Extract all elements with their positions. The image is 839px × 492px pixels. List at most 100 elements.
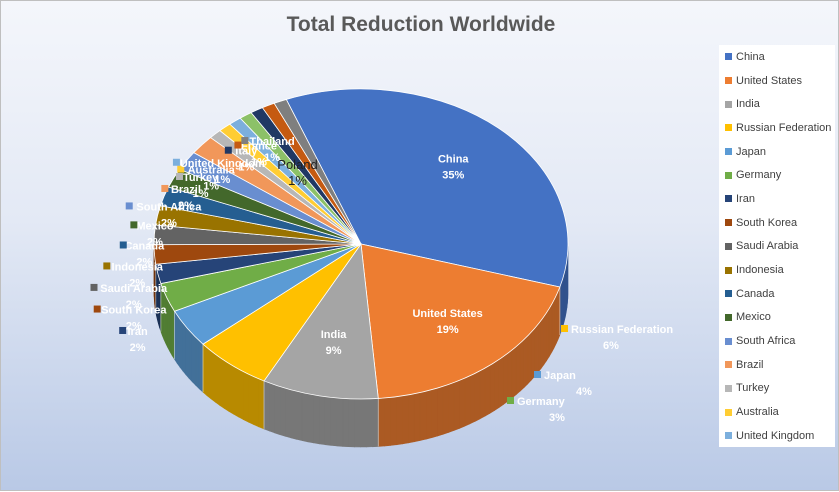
- legend-item-australia: Australia: [719, 400, 835, 424]
- data-label-value-russian-federation: 6%: [603, 340, 619, 352]
- pie-side-united-states: [402, 395, 408, 444]
- pie-side-united-states: [384, 397, 390, 446]
- pie-side-united-states: [541, 317, 544, 369]
- data-label-value-south-korea: 2%: [126, 321, 142, 333]
- legend-swatch: [725, 124, 732, 131]
- data-label-swatch-russian-federation: [561, 325, 568, 332]
- pie-side-japan: [199, 341, 203, 392]
- data-label-value-south-africa: 2%: [161, 217, 177, 229]
- pie-side-united-states: [426, 390, 432, 439]
- data-label-value-brazil: 2%: [178, 200, 194, 212]
- pie-side-japan: [177, 315, 180, 367]
- pie-side-india: [372, 398, 378, 446]
- pie-side-united-states: [437, 386, 443, 436]
- data-label-swatch-italy: [225, 147, 232, 154]
- data-label-swatch-japan: [534, 371, 541, 378]
- legend-label: Canada: [736, 288, 775, 300]
- pie-side-india: [325, 397, 331, 446]
- pie-side-united-states: [549, 304, 551, 356]
- data-label-name-india: India: [321, 329, 348, 341]
- legend-swatch: [725, 432, 732, 439]
- legend-item-japan: Japan: [719, 140, 835, 164]
- data-label-value-indonesia: 2%: [129, 277, 145, 289]
- pie-side-united-states: [554, 296, 556, 348]
- pie-side-germany: [168, 300, 170, 352]
- pie-side-united-states: [390, 397, 396, 446]
- data-label-name-russian-federation: Russian Federation: [571, 324, 673, 336]
- data-label-name-united-states: United States: [412, 308, 482, 320]
- pie-side-india: [343, 398, 349, 446]
- pie-side-united-states: [535, 324, 538, 376]
- pie-side-united-states: [420, 391, 426, 440]
- data-label-value-iran: 2%: [130, 342, 146, 354]
- pie-side-india: [302, 393, 308, 442]
- pie-side-united-states: [449, 382, 454, 432]
- pie-side-united-states: [520, 339, 524, 391]
- pie-side-united-states: [475, 371, 480, 422]
- data-label-value-india: 9%: [326, 345, 342, 357]
- pie-side-india: [297, 391, 303, 440]
- data-label-swatch-france: [234, 142, 241, 149]
- legend-item-united-kingdom: United Kingdom: [719, 424, 835, 448]
- data-label-value-thailand: 1%: [264, 152, 280, 164]
- pie-side-russian-federation: [253, 376, 258, 426]
- pie-side-united-states: [465, 376, 470, 426]
- pie-side-india: [264, 381, 269, 431]
- pie-side-united-states: [454, 380, 459, 430]
- pie-side-japan: [196, 337, 200, 388]
- data-label-swatch-brazil: [161, 185, 168, 192]
- legend-label: Brazil: [736, 359, 764, 371]
- legend-item-germany: Germany: [719, 163, 835, 187]
- pie-side-india: [366, 399, 372, 447]
- pie-side-india: [355, 399, 361, 447]
- legend-label: Mexico: [736, 311, 771, 323]
- pie-side-russian-federation: [207, 348, 211, 399]
- data-label-value-germany: 3%: [549, 412, 565, 424]
- pie-side-russian-federation: [215, 354, 219, 405]
- legend-label: Australia: [736, 406, 779, 418]
- pie-side-india: [291, 390, 297, 439]
- data-label-name-japan: Japan: [544, 370, 576, 382]
- pie-side-united-states: [414, 393, 420, 442]
- data-label-value-united-states: 19%: [437, 324, 459, 336]
- legend-item-united-states: United States: [719, 69, 835, 93]
- pie-side-russian-federation: [224, 360, 229, 411]
- pie-side-japan: [180, 319, 183, 371]
- legend-item-canada: Canada: [719, 282, 835, 306]
- legend-swatch: [725, 314, 732, 321]
- pie-side-russian-federation: [203, 344, 207, 395]
- pie-side-india: [269, 383, 274, 433]
- data-label-swatch-germany: [507, 397, 514, 404]
- legend-swatch: [725, 290, 732, 297]
- pie-side-india: [331, 397, 337, 446]
- legend-item-russian-federation: Russian Federation: [719, 116, 835, 140]
- legend-item-south-africa: South Africa: [719, 329, 835, 353]
- pie-side-united-states: [485, 365, 490, 416]
- pie-side-united-states: [490, 362, 495, 413]
- legend-swatch: [725, 172, 732, 179]
- legend-item-indonesia: Indonesia: [719, 258, 835, 282]
- pie-side-india: [285, 388, 291, 438]
- data-label-name-poland: Poland: [277, 157, 317, 172]
- legend-label: South Korea: [736, 217, 797, 229]
- pie-side-india: [314, 395, 320, 444]
- pie-side-russian-federation: [238, 369, 243, 420]
- pie-side-germany: [170, 304, 172, 356]
- pie-side-russian-federation: [259, 379, 264, 429]
- data-label-value-poland: 1%: [288, 173, 307, 188]
- pie-side-united-states: [524, 336, 528, 388]
- data-label-swatch-saudi-arabia: [90, 284, 97, 291]
- legend-item-saudi-arabia: Saudi Arabia: [719, 235, 835, 259]
- pie-side-india: [319, 396, 325, 445]
- legend-swatch: [725, 267, 732, 274]
- pie-side-united-states: [516, 343, 520, 394]
- data-label-swatch-south-africa: [126, 202, 133, 209]
- pie-side-united-states: [499, 356, 503, 407]
- pie-side-russian-federation: [234, 366, 239, 417]
- data-label-name-china: China: [438, 154, 469, 166]
- legend-label: United Kingdom: [736, 430, 814, 442]
- legend-item-iran: Iran: [719, 187, 835, 211]
- pie-side-india: [349, 399, 355, 447]
